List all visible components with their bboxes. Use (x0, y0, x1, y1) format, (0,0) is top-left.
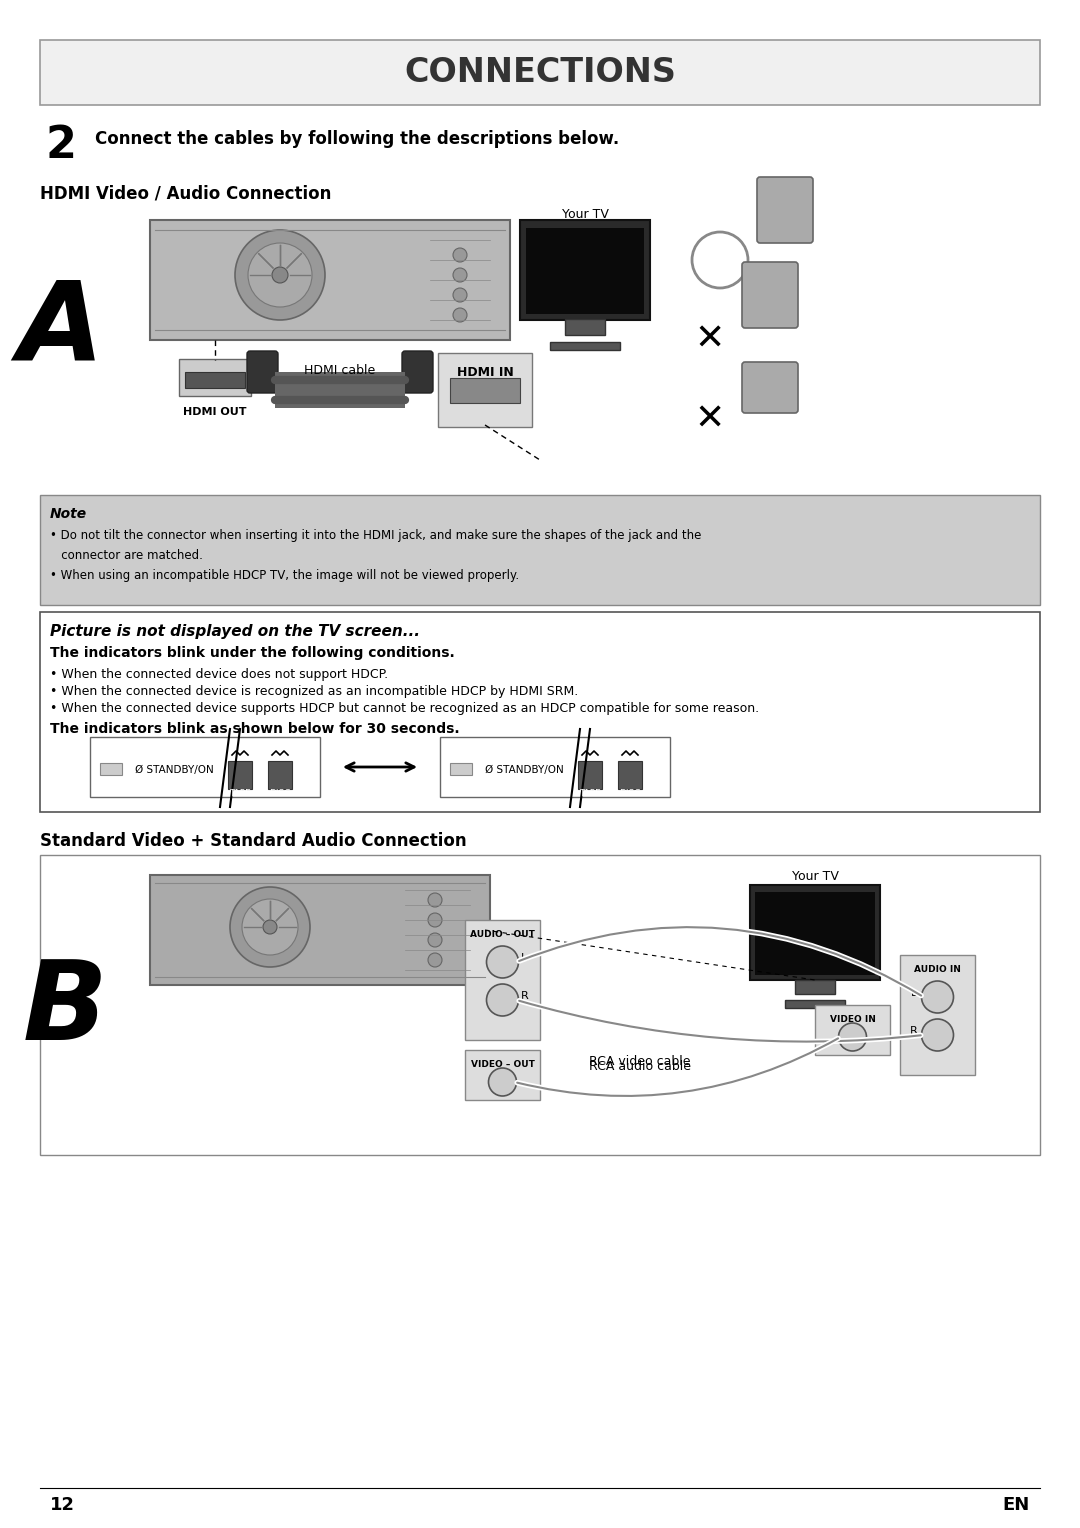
Circle shape (428, 914, 442, 927)
FancyBboxPatch shape (785, 999, 845, 1008)
Text: 2: 2 (45, 124, 77, 168)
FancyBboxPatch shape (440, 736, 670, 798)
FancyBboxPatch shape (185, 371, 245, 388)
FancyBboxPatch shape (526, 228, 644, 313)
Text: DISC: DISC (269, 790, 291, 799)
Text: HDMI Video / Audio Connection: HDMI Video / Audio Connection (40, 185, 332, 203)
Circle shape (235, 231, 325, 319)
Text: The indicators blink under the following conditions.: The indicators blink under the following… (50, 646, 455, 660)
Text: Your TV: Your TV (792, 869, 838, 883)
Circle shape (242, 898, 298, 955)
FancyBboxPatch shape (450, 377, 519, 403)
Circle shape (453, 248, 467, 261)
FancyBboxPatch shape (578, 761, 602, 788)
FancyBboxPatch shape (268, 761, 292, 788)
FancyBboxPatch shape (438, 353, 532, 426)
Circle shape (428, 892, 442, 908)
Text: TAPE: TAPE (229, 790, 251, 799)
FancyBboxPatch shape (519, 220, 650, 319)
Circle shape (838, 1024, 866, 1051)
FancyBboxPatch shape (450, 762, 472, 775)
Text: R: R (521, 992, 528, 1001)
FancyBboxPatch shape (757, 177, 813, 243)
FancyBboxPatch shape (275, 371, 405, 408)
Text: RCA audio cable: RCA audio cable (589, 1060, 691, 1073)
Text: EN: EN (1002, 1496, 1030, 1514)
Circle shape (486, 946, 518, 978)
Text: 12: 12 (50, 1496, 75, 1514)
FancyBboxPatch shape (40, 856, 1040, 1155)
Text: AUDIO IN: AUDIO IN (914, 966, 961, 973)
Text: RCA video cable: RCA video cable (590, 1054, 691, 1068)
FancyBboxPatch shape (247, 351, 278, 393)
FancyBboxPatch shape (795, 979, 835, 995)
Circle shape (428, 953, 442, 967)
Text: • When the connected device supports HDCP but cannot be recognized as an HDCP co: • When the connected device supports HDC… (50, 701, 759, 715)
FancyBboxPatch shape (100, 762, 122, 775)
FancyBboxPatch shape (90, 736, 320, 798)
Text: ✕: ✕ (694, 322, 725, 358)
Text: A: A (17, 277, 103, 384)
Text: HDMI OUT: HDMI OUT (184, 406, 246, 417)
Circle shape (488, 1068, 516, 1096)
Circle shape (230, 886, 310, 967)
Text: L: L (912, 989, 918, 998)
FancyBboxPatch shape (40, 613, 1040, 811)
Circle shape (453, 287, 467, 303)
FancyBboxPatch shape (402, 351, 433, 393)
FancyBboxPatch shape (750, 885, 880, 979)
Circle shape (264, 920, 276, 934)
Text: DISC: DISC (619, 790, 640, 799)
Circle shape (453, 309, 467, 322)
FancyBboxPatch shape (228, 761, 252, 788)
FancyBboxPatch shape (742, 261, 798, 329)
FancyBboxPatch shape (900, 955, 975, 1076)
Text: L: L (521, 953, 527, 963)
Text: Ø STANDBY/ON: Ø STANDBY/ON (135, 766, 214, 775)
Text: • When using an incompatible HDCP TV, the image will not be viewed properly.: • When using an incompatible HDCP TV, th… (50, 568, 519, 582)
Text: Your TV: Your TV (562, 208, 608, 222)
FancyBboxPatch shape (742, 362, 798, 413)
FancyBboxPatch shape (465, 1050, 540, 1100)
FancyBboxPatch shape (618, 761, 642, 788)
Text: • When the connected device does not support HDCP.: • When the connected device does not sup… (50, 668, 388, 681)
FancyBboxPatch shape (150, 220, 510, 341)
Text: Connect the cables by following the descriptions below.: Connect the cables by following the desc… (95, 130, 619, 148)
FancyBboxPatch shape (815, 1005, 890, 1054)
FancyBboxPatch shape (40, 40, 1040, 105)
Circle shape (921, 1019, 954, 1051)
Text: VIDEO IN: VIDEO IN (829, 1015, 876, 1024)
Text: • When the connected device is recognized as an incompatible HDCP by HDMI SRM.: • When the connected device is recognize… (50, 685, 578, 698)
Text: • Do not tilt the connector when inserting it into the HDMI jack, and make sure : • Do not tilt the connector when inserti… (50, 529, 701, 542)
Text: AUDIO – OUT: AUDIO – OUT (470, 931, 535, 940)
Text: R: R (909, 1025, 918, 1036)
FancyBboxPatch shape (550, 342, 620, 350)
Text: Standard Video + Standard Audio Connection: Standard Video + Standard Audio Connecti… (40, 833, 467, 850)
Text: VIDEO – OUT: VIDEO – OUT (471, 1060, 535, 1070)
FancyBboxPatch shape (179, 359, 251, 396)
Text: HDMI cable: HDMI cable (305, 364, 376, 377)
Text: Note: Note (50, 507, 87, 521)
Text: B: B (23, 957, 107, 1063)
Text: ✕: ✕ (694, 403, 725, 437)
Text: Picture is not displayed on the TV screen...: Picture is not displayed on the TV scree… (50, 623, 420, 639)
Circle shape (453, 267, 467, 283)
FancyBboxPatch shape (150, 876, 490, 986)
Text: connector are matched.: connector are matched. (50, 549, 203, 562)
Text: CONNECTIONS: CONNECTIONS (404, 57, 676, 89)
Text: Ø STANDBY/ON: Ø STANDBY/ON (485, 766, 564, 775)
Circle shape (272, 267, 288, 283)
Text: The indicators blink as shown below for 30 seconds.: The indicators blink as shown below for … (50, 723, 460, 736)
Circle shape (248, 243, 312, 307)
Text: HDMI IN: HDMI IN (457, 367, 513, 379)
Circle shape (921, 981, 954, 1013)
FancyBboxPatch shape (465, 920, 540, 1041)
FancyBboxPatch shape (755, 892, 875, 975)
FancyBboxPatch shape (40, 495, 1040, 605)
Text: TAPE: TAPE (579, 790, 600, 799)
Circle shape (486, 984, 518, 1016)
Circle shape (428, 934, 442, 947)
FancyBboxPatch shape (565, 319, 605, 335)
